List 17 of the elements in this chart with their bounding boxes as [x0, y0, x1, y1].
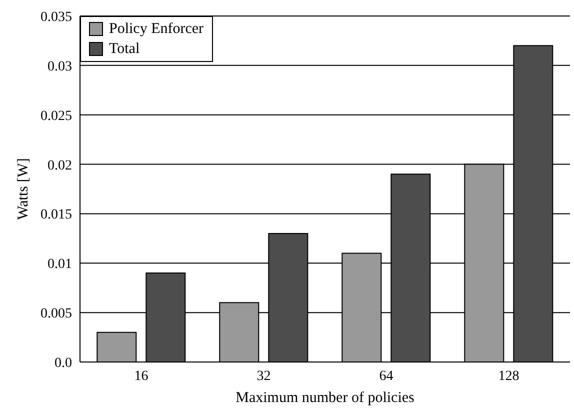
legend-label: Total	[109, 40, 140, 59]
y-tick-label: 0.035	[40, 10, 72, 25]
y-tick-label: 0.01	[48, 257, 72, 272]
x-tick-label: 64	[379, 368, 394, 384]
y-axis-title: Watts [W]	[15, 158, 32, 220]
y-tick-label: 0.005	[40, 306, 72, 322]
y-tick-label: 0.03	[48, 59, 72, 74]
y-tick-label: 0.0	[54, 356, 72, 371]
y-tick-label: 0.025	[40, 108, 72, 124]
legend-label: Policy Enforcer	[109, 20, 204, 39]
x-tick-label: 16	[134, 368, 148, 384]
x-tick-label: 128	[498, 368, 520, 384]
bar	[96, 332, 137, 362]
y-tick-label: 0.02	[48, 158, 72, 174]
x-tick-label: 32	[256, 368, 271, 384]
x-axis-title: Maximum number of policies	[236, 390, 415, 406]
y-tick-label: 0.015	[40, 208, 72, 223]
